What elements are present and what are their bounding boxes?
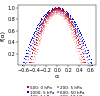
X-axis label: α: α bbox=[55, 74, 59, 79]
Legend: 500: 0 hPa, 1000: 5 hPa, 400: 1 hPa, 850: 10 hPa, 300: 3 hPa, 700: 30 hPa, 200: : 500: 0 hPa, 1000: 5 hPa, 400: 1 hPa, 850… bbox=[27, 86, 87, 96]
Y-axis label: f(α): f(α) bbox=[1, 30, 6, 41]
